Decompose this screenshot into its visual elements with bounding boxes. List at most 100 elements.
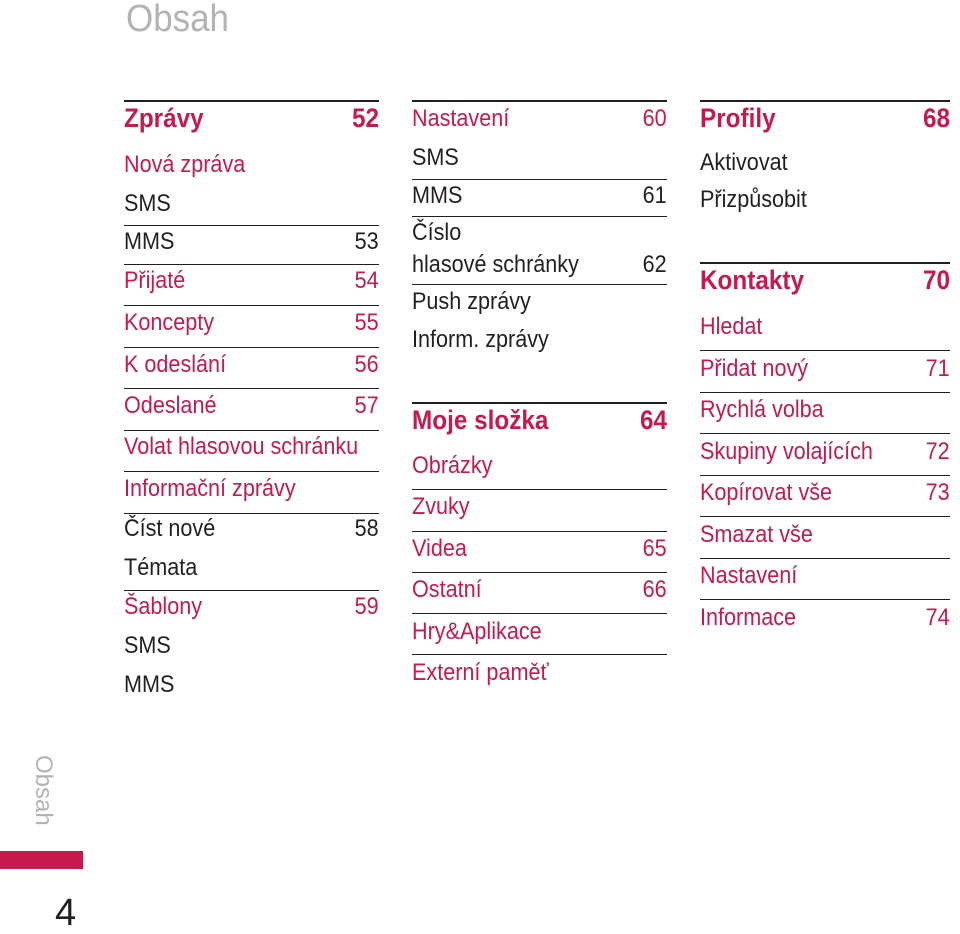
- toc-entry-text: Aktivovat: [700, 149, 788, 176]
- toc-entry[interactable]: Přijaté 54: [124, 268, 379, 294]
- toc-entry[interactable]: Hry&Aplikace: [412, 619, 667, 645]
- divider: [124, 430, 379, 431]
- toc-entry[interactable]: SMS: [412, 145, 667, 171]
- toc-entry[interactable]: Skupiny volajících 72: [700, 439, 950, 465]
- toc-entry-text: Inform. zprávy: [412, 326, 549, 353]
- toc-entry-text: MMS: [124, 671, 175, 698]
- toc-entry-text: Nastavení: [700, 562, 798, 589]
- toc-entry-text: Informační zprávy: [124, 475, 296, 502]
- toc-entry[interactable]: Nová zpráva: [124, 152, 379, 178]
- toc-section-profily[interactable]: Profily 68: [700, 105, 950, 132]
- toc-entry[interactable]: Zvuky: [412, 494, 667, 520]
- toc-entry-text: SMS: [124, 190, 171, 217]
- divider: [412, 284, 667, 285]
- toc-entry-text: Ostatní: [412, 576, 482, 603]
- page-number: 4: [55, 892, 77, 934]
- divider: [700, 100, 950, 102]
- toc-entry[interactable]: Nastavení 60: [412, 106, 667, 132]
- toc-entry[interactable]: K odeslání 56: [124, 352, 379, 378]
- toc-entry[interactable]: Informační zprávy: [124, 476, 379, 502]
- toc-entry-text: Obrázky: [412, 452, 493, 479]
- toc-entry-text: MMS: [412, 182, 463, 209]
- toc-entry[interactable]: MMS 53: [124, 229, 379, 255]
- toc-entry-text: Témata: [124, 554, 198, 581]
- toc-entry-text: Přijaté: [124, 267, 186, 294]
- divider: [124, 305, 379, 306]
- toc-entry-page: 61: [642, 182, 667, 209]
- toc-entry-text: Zprávy: [124, 103, 204, 133]
- toc-entry[interactable]: Odeslané 57: [124, 393, 379, 419]
- divider: [124, 347, 379, 348]
- toc-entry[interactable]: Smazat vše: [700, 522, 950, 548]
- divider: [412, 100, 667, 102]
- toc-entry[interactable]: Aktivovat: [700, 150, 950, 176]
- toc-entry-text: Smazat vše: [700, 521, 813, 548]
- toc-entry-text: Videa: [412, 535, 467, 562]
- divider: [412, 654, 667, 655]
- toc-entry-text: SMS: [412, 144, 459, 171]
- toc-entry-page: 74: [925, 604, 950, 631]
- toc-entry-text: Koncepty: [124, 309, 215, 336]
- toc-entry[interactable]: MMS: [124, 672, 379, 698]
- toc-entry[interactable]: MMS 61: [412, 183, 667, 209]
- toc-entry-text: Moje složka: [412, 405, 549, 435]
- toc-entry-text: Šablony: [124, 593, 203, 620]
- divider: [412, 613, 667, 614]
- toc-entry-text: Push zprávy: [412, 288, 531, 315]
- toc-entry[interactable]: Číslo: [412, 220, 667, 246]
- divider: [124, 513, 379, 514]
- toc-entry[interactable]: SMS: [124, 633, 379, 659]
- toc-entry-text: Hledat: [700, 313, 763, 340]
- toc-entry[interactable]: Rychlá volba: [700, 397, 950, 423]
- page-title: Obsah: [126, 0, 230, 40]
- toc-entry[interactable]: Koncepty 55: [124, 310, 379, 336]
- toc-entry[interactable]: Volat hlasovou schránku: [124, 434, 379, 460]
- toc-entry[interactable]: Push zprávy: [412, 289, 667, 315]
- toc-entry[interactable]: Externí paměť: [412, 660, 667, 686]
- toc-entry[interactable]: Hledat: [700, 314, 950, 340]
- divider: [412, 531, 667, 532]
- toc-entry-page: 58: [354, 515, 379, 542]
- toc-entry-text: Volat hlasovou schránku: [124, 433, 359, 460]
- divider: [412, 402, 667, 404]
- divider: [700, 558, 950, 559]
- toc-entry-text: SMS: [124, 632, 171, 659]
- divider: [700, 392, 950, 393]
- toc-column-1: Zprávy 52 Nová zpráva SMS MMS 53 Přijaté 54…: [124, 0, 379, 720]
- divider: [412, 179, 667, 180]
- toc-entry[interactable]: Obrázky: [412, 453, 667, 479]
- toc-entry-text: MMS: [124, 228, 175, 255]
- divider: [700, 433, 950, 434]
- divider: [700, 475, 950, 476]
- toc-section-zpravy[interactable]: Zprávy 52: [124, 103, 379, 133]
- toc-section-kontakty[interactable]: Kontakty 70: [700, 267, 950, 294]
- toc-entry[interactable]: hlasové schránky 62: [412, 252, 667, 278]
- toc-entry-page: 56: [354, 351, 379, 378]
- toc-entry[interactable]: Videa 65: [412, 536, 667, 562]
- toc-entry[interactable]: Inform. zprávy: [412, 327, 667, 353]
- toc-entry[interactable]: Šablony 59: [124, 594, 379, 620]
- toc-entry[interactable]: Kopírovat vše 73: [700, 480, 950, 506]
- toc-column-3: Profily 68 Aktivovat Přizpůsobit Kontakty…: [700, 0, 950, 720]
- toc-entry[interactable]: Nastavení: [700, 563, 950, 589]
- toc-entry-page: 72: [925, 438, 950, 465]
- section-marker: [0, 851, 83, 869]
- toc-entry[interactable]: Přidat nový 71: [700, 356, 950, 382]
- toc-entry[interactable]: Přizpůsobit: [700, 187, 950, 213]
- toc-entry-text: Nová zpráva: [124, 151, 246, 178]
- toc-entry[interactable]: Témata: [124, 555, 379, 581]
- toc-entry-page: 66: [642, 576, 667, 603]
- toc-entry-text: Číslo: [412, 219, 462, 246]
- toc-section-moje-slozka[interactable]: Moje složka 64: [412, 405, 667, 435]
- divider: [124, 225, 379, 226]
- toc-entry-page: 59: [354, 593, 379, 620]
- toc-entry[interactable]: Informace 74: [700, 605, 950, 631]
- divider: [412, 216, 667, 217]
- toc-entry-page: 73: [925, 479, 950, 506]
- toc-entry-page: 64: [639, 405, 667, 435]
- toc-entry[interactable]: Číst nové 58: [124, 516, 379, 542]
- toc-entry[interactable]: SMS: [124, 191, 379, 217]
- toc-entry-page: 71: [925, 355, 950, 382]
- divider: [700, 350, 950, 351]
- toc-entry[interactable]: Ostatní 66: [412, 577, 667, 603]
